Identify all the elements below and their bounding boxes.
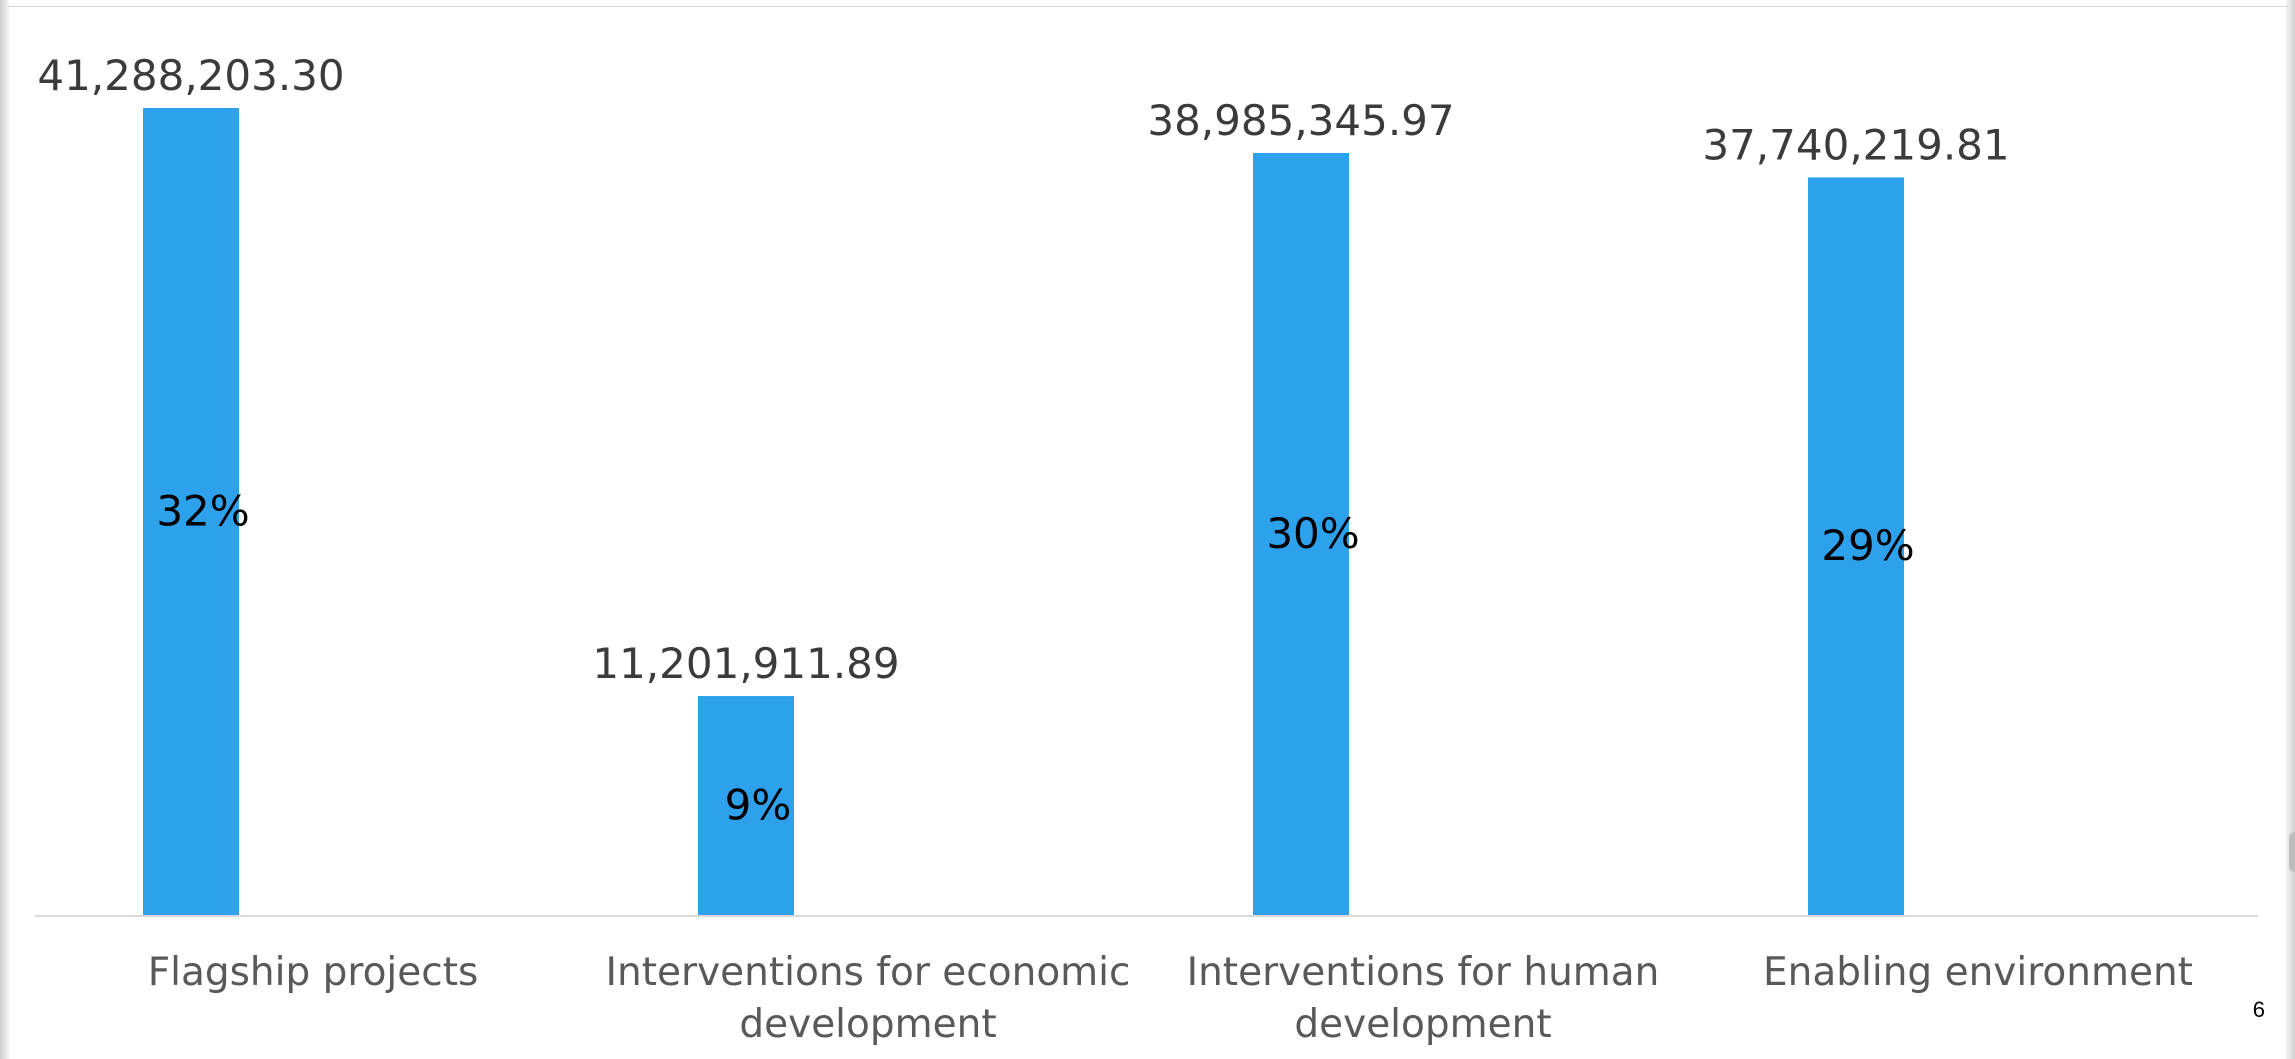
bar-4 [1808, 177, 1904, 915]
slide-top-border [8, 6, 2288, 7]
bar-2 [698, 696, 794, 915]
bar-3 [1253, 153, 1349, 916]
percent-label-2: 9% [725, 781, 792, 830]
value-label-4: 37,740,219.81 [1702, 120, 2009, 169]
value-label-2: 11,201,911.89 [592, 639, 899, 688]
category-label-2: Interventions for economic development [606, 950, 1131, 1047]
value-label-1: 41,288,203.30 [37, 51, 344, 100]
left-edge-shadow [0, 0, 9, 1059]
percent-label-4: 29% [1821, 521, 1914, 570]
category-label-line: development [739, 1002, 996, 1047]
bar-1 [143, 108, 239, 915]
category-label-line: Enabling environment [1763, 950, 2193, 995]
percent-label-1: 32% [156, 487, 249, 536]
percent-label-3: 30% [1266, 509, 1359, 558]
scroll-handle[interactable] [2289, 832, 2295, 872]
right-edge-shadow [2286, 0, 2295, 1059]
category-label-line: Interventions for human [1187, 950, 1660, 995]
category-label-4: Enabling environment [1763, 950, 2193, 995]
value-label-3: 38,985,345.97 [1147, 96, 1454, 145]
page-number: 6 [2252, 997, 2265, 1022]
category-label-3: Interventions for human development [1187, 950, 1660, 1047]
category-label-line: development [1294, 1002, 1551, 1047]
category-label-line: Flagship projects [148, 950, 479, 995]
category-label-line: Interventions for economic [606, 950, 1131, 995]
category-label-1: Flagship projects [148, 950, 479, 995]
